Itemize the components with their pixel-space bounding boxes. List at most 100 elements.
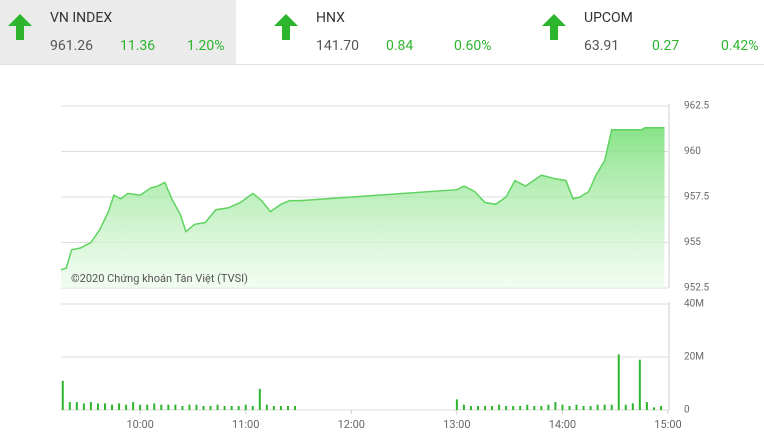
- bar: [476, 406, 479, 410]
- y-tick-label: 962.5: [684, 101, 709, 112]
- bar: [146, 404, 149, 410]
- bar: [68, 402, 71, 410]
- bar: [512, 406, 515, 410]
- bar: [258, 388, 261, 410]
- index-name: UPCOM: [584, 10, 633, 26]
- bar: [561, 404, 564, 410]
- bar: [596, 404, 599, 410]
- x-tick-label: 12:00: [338, 418, 365, 431]
- bar: [132, 402, 135, 410]
- bar: [519, 406, 522, 410]
- y-tick-label: 955: [684, 237, 701, 248]
- index-percent: 1.20%: [187, 38, 225, 54]
- y-tick-label: 20M: [684, 352, 704, 363]
- bar: [118, 403, 121, 410]
- bar: [624, 404, 627, 410]
- bar: [89, 402, 92, 410]
- area: [61, 127, 665, 288]
- bar: [603, 404, 606, 410]
- bar: [533, 406, 536, 410]
- bar: [659, 406, 662, 410]
- bar: [216, 404, 219, 410]
- bar: [491, 406, 494, 410]
- y-tick-label: 952.5: [684, 283, 709, 294]
- bar: [484, 406, 487, 410]
- bar: [230, 406, 233, 410]
- bar: [652, 407, 655, 410]
- index-value: 63.91: [584, 38, 620, 54]
- index-value: 141.70: [316, 38, 360, 54]
- bar: [251, 406, 254, 410]
- bar: [61, 380, 64, 410]
- x-tick-label: 11:00: [232, 418, 259, 431]
- bar: [568, 406, 571, 410]
- bar: [244, 404, 247, 410]
- bar: [195, 404, 198, 410]
- annotation: ©2020 Chứng khoán Tân Việt (TVSI): [71, 272, 248, 285]
- divider: [0, 64, 764, 65]
- bar: [582, 406, 585, 410]
- up-arrow: [8, 14, 32, 40]
- bar: [223, 406, 226, 410]
- bar: [202, 406, 205, 410]
- bar: [279, 406, 282, 410]
- y-tick-label: 0: [684, 405, 690, 416]
- bar: [237, 406, 240, 410]
- bar: [526, 404, 529, 410]
- x-tick-label: 13:00: [443, 418, 470, 431]
- bar: [96, 403, 99, 410]
- index-change: 0.84: [386, 38, 414, 54]
- index-panel: VN INDEX 961.26 11.36 1.20%: [0, 0, 236, 64]
- line: [60, 127, 665, 271]
- bar: [188, 404, 191, 410]
- bar: [554, 402, 557, 410]
- y-tick-label: 960: [684, 146, 701, 157]
- bar: [209, 406, 212, 410]
- bar: [181, 406, 184, 410]
- index-panel: UPCOM 63.91 0.27 0.42%: [534, 0, 764, 64]
- bar: [589, 406, 592, 410]
- x-tick-label: 15:00: [654, 418, 681, 431]
- index-name: HNX: [316, 10, 345, 26]
- bar: [125, 404, 128, 410]
- bar: [294, 406, 297, 410]
- index-percent: 0.60%: [454, 38, 492, 54]
- bar: [575, 404, 578, 410]
- index-panel: HNX 141.70 0.84 0.60%: [266, 0, 526, 64]
- bar: [167, 404, 170, 410]
- bar: [547, 404, 550, 410]
- bar: [610, 404, 613, 410]
- bar: [75, 402, 78, 410]
- index-name: VN INDEX: [50, 10, 113, 26]
- bar: [286, 406, 289, 410]
- up-arrow: [274, 14, 298, 40]
- bar: [139, 404, 142, 410]
- bar: [505, 406, 508, 410]
- bar: [82, 403, 85, 410]
- bar: [272, 406, 275, 410]
- bar: [265, 404, 268, 410]
- up-arrow: [542, 14, 566, 40]
- bar: [638, 359, 641, 410]
- bar: [455, 399, 458, 410]
- y-tick-label: 957.5: [684, 192, 709, 203]
- x-tick-label: 14:00: [549, 418, 576, 431]
- bar: [469, 406, 472, 410]
- index-change: 0.27: [652, 38, 680, 54]
- bar: [153, 403, 156, 410]
- index-value: 961.26: [50, 38, 94, 54]
- index-percent: 0.42%: [721, 38, 759, 54]
- index-change: 11.36: [120, 38, 156, 54]
- x-tick-label: 10:00: [126, 418, 153, 431]
- bar: [174, 404, 177, 410]
- bar: [103, 403, 106, 410]
- bar: [617, 354, 620, 410]
- bar: [631, 403, 634, 410]
- bar: [498, 404, 501, 410]
- bar: [462, 404, 465, 410]
- y-tick-label: 40M: [684, 299, 704, 310]
- bar: [645, 402, 648, 410]
- bar: [111, 404, 114, 410]
